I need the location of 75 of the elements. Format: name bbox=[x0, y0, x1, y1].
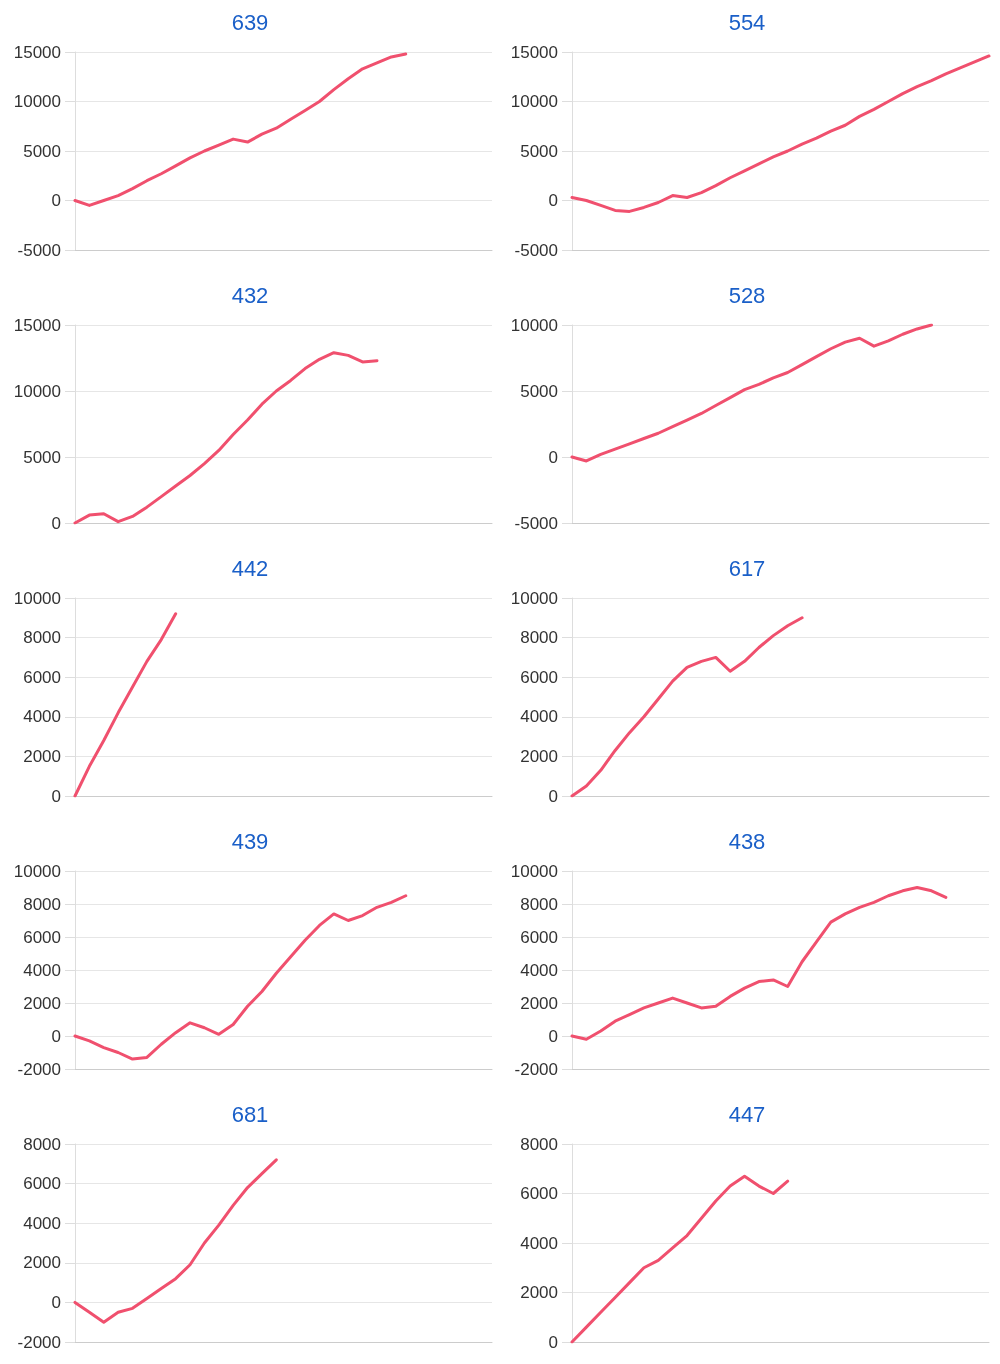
chart-title: 432 bbox=[231, 282, 269, 308]
y-tick-label: 8000 bbox=[23, 1134, 61, 1154]
y-tick-label: 6000 bbox=[520, 927, 558, 947]
y-tick-label: -5000 bbox=[17, 240, 61, 260]
y-tick-label: 5000 bbox=[520, 141, 558, 161]
y-tick-label: 2000 bbox=[520, 993, 558, 1013]
line-series bbox=[73, 612, 178, 798]
y-tick-label: 6000 bbox=[23, 927, 61, 947]
chart-title: 639 bbox=[231, 9, 269, 35]
y-tick-label: 6000 bbox=[23, 667, 61, 687]
line-series bbox=[73, 351, 379, 525]
y-tick-label: 2000 bbox=[23, 993, 61, 1013]
y-tick-label: 10000 bbox=[510, 861, 558, 881]
y-tick-label: 4000 bbox=[23, 960, 61, 980]
chart-title: 442 bbox=[231, 555, 269, 581]
y-tick-label: 2000 bbox=[520, 746, 558, 766]
line-series bbox=[570, 54, 991, 213]
y-tick-label: 2000 bbox=[23, 746, 61, 766]
y-tick-label: 2000 bbox=[23, 1253, 61, 1273]
y-tick-label: 8000 bbox=[520, 628, 558, 648]
y-tick-label: 5000 bbox=[23, 141, 61, 161]
chart-title: 681 bbox=[231, 1101, 269, 1127]
y-tick-label: 8000 bbox=[520, 894, 558, 914]
line-series bbox=[73, 894, 408, 1061]
y-tick-label: 4000 bbox=[520, 960, 558, 980]
y-tick-label: 0 bbox=[548, 1026, 558, 1046]
y-tick-label: 0 bbox=[51, 191, 61, 210]
y-tick-label: 0 bbox=[548, 1332, 558, 1352]
y-tick-label: 6000 bbox=[520, 1184, 558, 1203]
chart-title: 554 bbox=[728, 9, 766, 35]
y-tick-label: 2000 bbox=[520, 1283, 558, 1302]
y-tick-label: 4000 bbox=[520, 1233, 558, 1253]
y-tick-label: -2000 bbox=[514, 1059, 558, 1079]
y-tick-label: 6000 bbox=[23, 1174, 61, 1194]
y-tick-label: 0 bbox=[51, 1026, 61, 1046]
line-series bbox=[73, 1158, 278, 1324]
chart-title: 528 bbox=[728, 282, 766, 308]
chart-title: 438 bbox=[728, 828, 766, 854]
y-tick-label: 10000 bbox=[13, 92, 61, 111]
y-tick-label: 10000 bbox=[510, 588, 558, 608]
y-tick-label: 4000 bbox=[23, 707, 61, 727]
y-tick-label: 0 bbox=[51, 1292, 61, 1312]
line-series bbox=[570, 616, 804, 798]
line-series bbox=[570, 323, 933, 463]
y-tick-label: 0 bbox=[548, 786, 558, 806]
y-tick-label: 5000 bbox=[23, 447, 61, 467]
y-tick-label: 0 bbox=[51, 513, 61, 533]
y-tick-label: 10000 bbox=[13, 381, 61, 401]
line-series bbox=[570, 886, 948, 1041]
y-tick-label: -2000 bbox=[17, 1332, 61, 1352]
line-series bbox=[570, 1174, 790, 1344]
y-tick-label: 10000 bbox=[13, 588, 61, 608]
y-tick-label: 4000 bbox=[23, 1213, 61, 1233]
y-tick-label: 0 bbox=[548, 191, 558, 210]
y-tick-label: 15000 bbox=[13, 42, 61, 62]
chart-title: 439 bbox=[231, 828, 269, 854]
chart-title: 617 bbox=[728, 555, 766, 581]
y-tick-label: -2000 bbox=[17, 1059, 61, 1079]
y-tick-label: 6000 bbox=[520, 667, 558, 687]
y-tick-label: -5000 bbox=[514, 240, 558, 260]
y-tick-label: 0 bbox=[548, 447, 558, 467]
y-tick-label: 0 bbox=[51, 786, 61, 806]
y-tick-label: 8000 bbox=[23, 628, 61, 648]
y-tick-label: 4000 bbox=[520, 707, 558, 727]
y-tick-label: 8000 bbox=[23, 894, 61, 914]
y-tick-label: -5000 bbox=[514, 513, 558, 533]
line-series bbox=[73, 52, 408, 207]
y-tick-label: 15000 bbox=[510, 42, 558, 62]
y-tick-label: 10000 bbox=[13, 861, 61, 881]
y-tick-label: 10000 bbox=[510, 92, 558, 111]
y-tick-label: 15000 bbox=[13, 315, 61, 335]
y-tick-label: 5000 bbox=[520, 381, 558, 401]
chart-title: 447 bbox=[728, 1101, 766, 1127]
y-tick-label: 8000 bbox=[520, 1134, 558, 1154]
y-tick-label: 10000 bbox=[510, 315, 558, 335]
